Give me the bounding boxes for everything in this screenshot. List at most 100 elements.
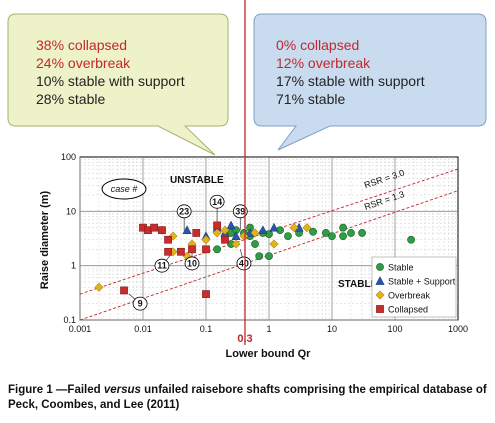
data-point-triangle [258, 225, 268, 235]
left-callout-line-3: 10% stable with support [36, 73, 185, 89]
x-tick-label: 1 [266, 324, 271, 334]
data-point-square [158, 226, 166, 235]
case-number-label: 11 [157, 261, 167, 271]
case-number-circle [184, 256, 200, 271]
data-point-diamond [289, 223, 299, 233]
stable-region-label: STABLE [338, 279, 378, 290]
data-point-square [202, 245, 210, 254]
data-points [94, 220, 415, 298]
data-point-circle [284, 232, 292, 241]
left-callout: 38% collapsed 24% overbreak 10% stable w… [7, 13, 229, 156]
y-tick-label: 0.1 [63, 315, 76, 325]
case-number-circle [132, 296, 148, 311]
right-callout-bubble [253, 13, 487, 151]
grid [79, 157, 458, 321]
legend-marker [376, 305, 384, 313]
data-point-triangle [226, 220, 236, 230]
data-point-circle [339, 232, 347, 241]
right-callout-line-2: 12% overbreak [276, 55, 371, 71]
left-callout-line-1: 38% collapsed [36, 37, 127, 53]
case-numbers: 23 14 39 11 10 40 9 [132, 194, 252, 311]
data-point-diamond [302, 223, 312, 233]
data-point-triangle [269, 222, 279, 232]
data-point-square [150, 223, 158, 232]
data-point-square [213, 221, 221, 230]
x-tick-label: 0.01 [134, 324, 152, 334]
case-number-circle [209, 194, 225, 209]
legend-label: Stable [388, 263, 414, 273]
case-hash-box: case # [101, 178, 147, 200]
data-point-diamond [250, 228, 260, 238]
caption-italic: versus [103, 384, 141, 396]
data-point-diamond [201, 235, 211, 245]
data-point-square [188, 245, 196, 254]
case-number-circle [176, 204, 192, 219]
data-point-circle [309, 227, 317, 236]
x-tick-label: 0.001 [69, 324, 92, 334]
data-point-square [164, 235, 172, 244]
legend-label: Overbreak [388, 291, 431, 301]
y-tick-label: 1 [71, 261, 76, 271]
data-point-diamond [94, 282, 104, 292]
data-point-circle [213, 245, 221, 254]
figure-caption: Figure 1 —Failed versus unfailed raisebo… [8, 383, 488, 413]
x-axis-title: Lower bound Qr [226, 348, 312, 360]
data-point-circle [321, 229, 330, 237]
case-number-label: 10 [187, 258, 197, 268]
x-tick-label: 10 [327, 324, 337, 334]
right-callout-line-4: 71% stable [276, 91, 345, 107]
data-point-circle [407, 235, 415, 244]
case-number-label: 14 [212, 197, 222, 207]
data-point-square [202, 290, 210, 298]
data-point-square [120, 286, 128, 295]
left-callout-line-4: 28% stable [36, 91, 105, 107]
legend: Stable Stable + Support Overbreak Collapsed [371, 256, 457, 318]
case-number-circle [154, 258, 170, 273]
legend-marker [375, 290, 385, 300]
legend-marker [375, 276, 385, 285]
right-callout-line-3: 17% stable with support [276, 73, 425, 89]
x-tick-label: 1000 [448, 324, 468, 334]
legend-box [371, 256, 457, 318]
left-callout-bubble [7, 13, 229, 156]
qr-threshold-label: 0.3 [237, 333, 252, 345]
data-point-circle [347, 229, 355, 237]
rsr-line [79, 168, 459, 295]
x-tick-label: 0.1 [200, 324, 213, 334]
legend-label: Collapsed [388, 305, 428, 315]
right-callout: 0% collapsed 12% overbreak 17% stable wi… [253, 13, 487, 151]
data-point-circle [251, 240, 259, 248]
data-point-diamond [220, 225, 230, 235]
x-tick-label: 100 [387, 324, 402, 334]
case-number-label: 40 [239, 258, 249, 268]
data-point-diamond [269, 239, 279, 249]
left-callout-line-2: 24% overbreak [36, 55, 131, 71]
right-callout-line-1: 0% collapsed [276, 37, 359, 53]
case-number-label: 39 [235, 206, 245, 216]
data-point-square [177, 247, 185, 256]
y-axis-title: Raise diameter (m) [39, 190, 51, 289]
data-point-triangle [182, 225, 192, 235]
case-number-circle [236, 256, 252, 271]
case-number-circle [232, 204, 248, 219]
caption-part-2: unfailed raisebore shafts comprising the… [8, 384, 487, 411]
data-point-circle [328, 232, 336, 241]
data-point-diamond [239, 231, 249, 241]
y-tick-label: 10 [66, 206, 76, 216]
data-point-square [164, 247, 172, 256]
legend-label: Stable + Support [388, 277, 456, 287]
case-number-label: 9 [138, 299, 143, 309]
caption-part-1: Figure 1 —Failed [8, 384, 104, 396]
case-number-label: 23 [179, 206, 189, 216]
data-point-circle [265, 252, 273, 260]
unstable-region-label: UNSTABLE [170, 175, 224, 186]
data-point-diamond [212, 228, 222, 238]
data-point-circle [255, 252, 264, 260]
data-point-square [221, 235, 229, 244]
data-point-diamond [231, 239, 241, 249]
legend-marker [376, 263, 384, 271]
tick-labels: 0.001 0.01 0.1 1 10 100 1000 0.1 1 10 100 [61, 152, 468, 334]
data-point-circle [358, 229, 366, 237]
